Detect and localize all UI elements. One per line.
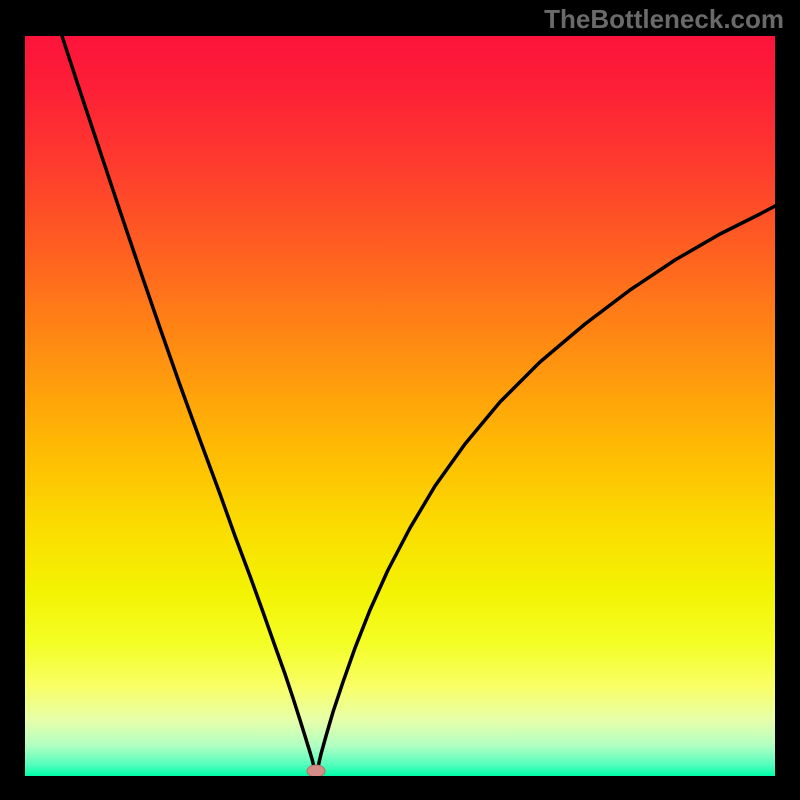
bottleneck-curve xyxy=(25,36,775,776)
watermark-text: TheBottleneck.com xyxy=(544,4,784,35)
curve-left-branch xyxy=(62,36,316,776)
curve-right-branch xyxy=(316,206,775,776)
minimum-marker xyxy=(307,765,325,776)
bottleneck-chart: TheBottleneck.com xyxy=(0,0,800,800)
plot-area xyxy=(25,36,775,776)
